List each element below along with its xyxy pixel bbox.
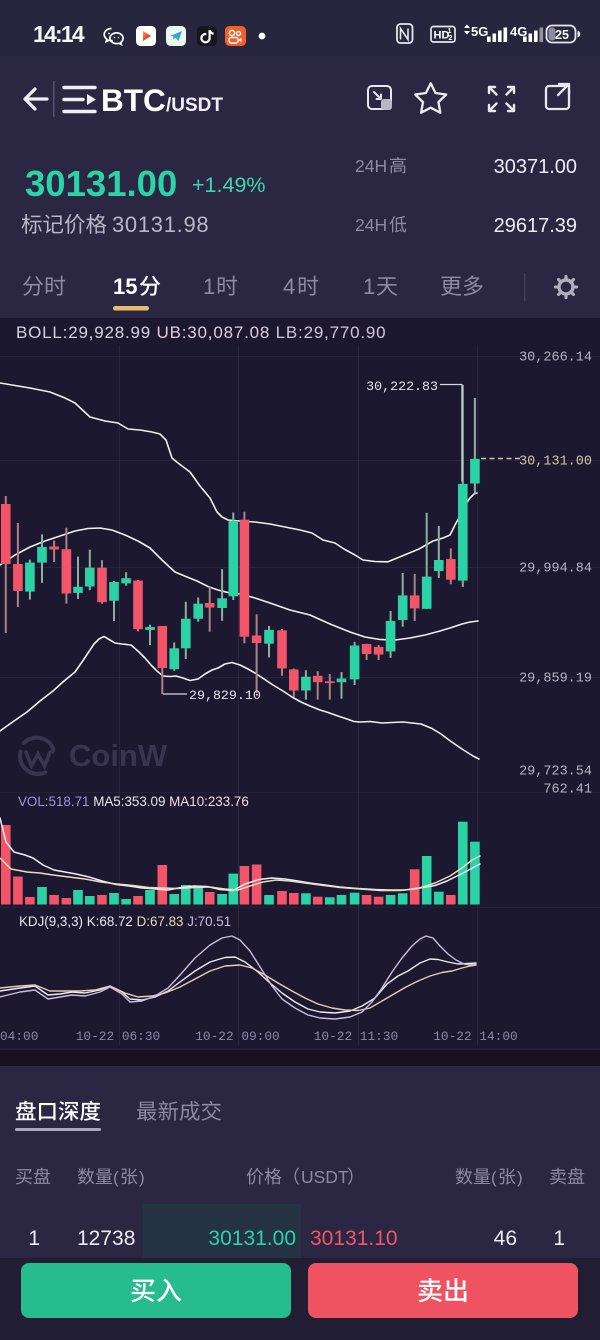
svg-text:10-22 09:00: 10-22 09:00 bbox=[195, 1029, 279, 1044]
svg-text:): ) bbox=[517, 1168, 523, 1187]
svg-text:(: ( bbox=[113, 1168, 119, 1187]
svg-text:BTC: BTC bbox=[101, 82, 166, 118]
svg-text:1: 1 bbox=[363, 274, 375, 299]
svg-text:762.41: 762.41 bbox=[543, 783, 592, 798]
svg-text:30,222.83: 30,222.83 bbox=[366, 379, 438, 394]
svg-text:+1.49%: +1.49% bbox=[192, 173, 266, 197]
svg-text:24H: 24H bbox=[355, 156, 387, 176]
svg-text:/USDT: /USDT bbox=[166, 95, 223, 116]
svg-text:12738: 12738 bbox=[77, 1227, 135, 1250]
svg-text:30,131.00: 30,131.00 bbox=[519, 455, 592, 470]
svg-text:29,829.10: 29,829.10 bbox=[189, 688, 261, 703]
svg-text:30131.98: 30131.98 bbox=[112, 212, 209, 237]
svg-text:30371.00: 30371.00 bbox=[494, 156, 577, 178]
svg-text:29617.39: 29617.39 bbox=[494, 215, 577, 237]
svg-text:04:00: 04:00 bbox=[0, 1029, 38, 1044]
svg-text:USDT: USDT bbox=[301, 1167, 349, 1187]
svg-text:1: 1 bbox=[203, 274, 215, 299]
svg-text:1: 1 bbox=[553, 1227, 565, 1250]
svg-text:30131.10: 30131.10 bbox=[310, 1227, 398, 1250]
svg-text:29,723.54: 29,723.54 bbox=[519, 765, 592, 780]
svg-text:(: ( bbox=[491, 1168, 497, 1187]
svg-text:HD: HD bbox=[434, 30, 450, 42]
svg-text:4G: 4G bbox=[510, 24, 527, 39]
svg-text:10-22 06:30: 10-22 06:30 bbox=[76, 1029, 160, 1044]
svg-text:30131.00: 30131.00 bbox=[25, 163, 177, 204]
svg-text:4: 4 bbox=[283, 274, 295, 299]
svg-text:30,266.14: 30,266.14 bbox=[519, 351, 592, 366]
svg-text:29,994.84: 29,994.84 bbox=[519, 562, 592, 577]
svg-text:10-22 14:00: 10-22 14:00 bbox=[433, 1029, 517, 1044]
svg-text:29,859.19: 29,859.19 bbox=[519, 672, 592, 687]
svg-text:1: 1 bbox=[448, 28, 452, 35]
svg-text:BOLL:29,928.99 UB:30,087.08: BOLL:29,928.99 UB:30,087.08 LB:29,770.90 bbox=[16, 323, 386, 342]
svg-text:1: 1 bbox=[28, 1227, 40, 1250]
svg-text:): ) bbox=[139, 1168, 145, 1187]
svg-text:24H: 24H bbox=[355, 215, 387, 235]
svg-text:25: 25 bbox=[555, 28, 569, 42]
svg-text:CoinW: CoinW bbox=[69, 738, 168, 773]
svg-text:KDJ(9,3,3) K:68.72 D:67.83: KDJ(9,3,3) K:68.72 D:67.83 J:70.51 bbox=[19, 914, 231, 929]
svg-text:2: 2 bbox=[449, 35, 453, 42]
svg-text:14:14: 14:14 bbox=[33, 21, 85, 47]
svg-text:30131.00: 30131.00 bbox=[208, 1227, 296, 1250]
svg-text:10-22 11:30: 10-22 11:30 bbox=[314, 1029, 398, 1044]
svg-text:VOL:518.71 MA5:353.09 MA10:2: VOL:518.71 MA5:353.09 MA10:233.76 bbox=[18, 794, 249, 809]
svg-text:5G: 5G bbox=[471, 24, 488, 39]
svg-text:15: 15 bbox=[113, 274, 137, 299]
svg-text:46: 46 bbox=[494, 1227, 517, 1250]
